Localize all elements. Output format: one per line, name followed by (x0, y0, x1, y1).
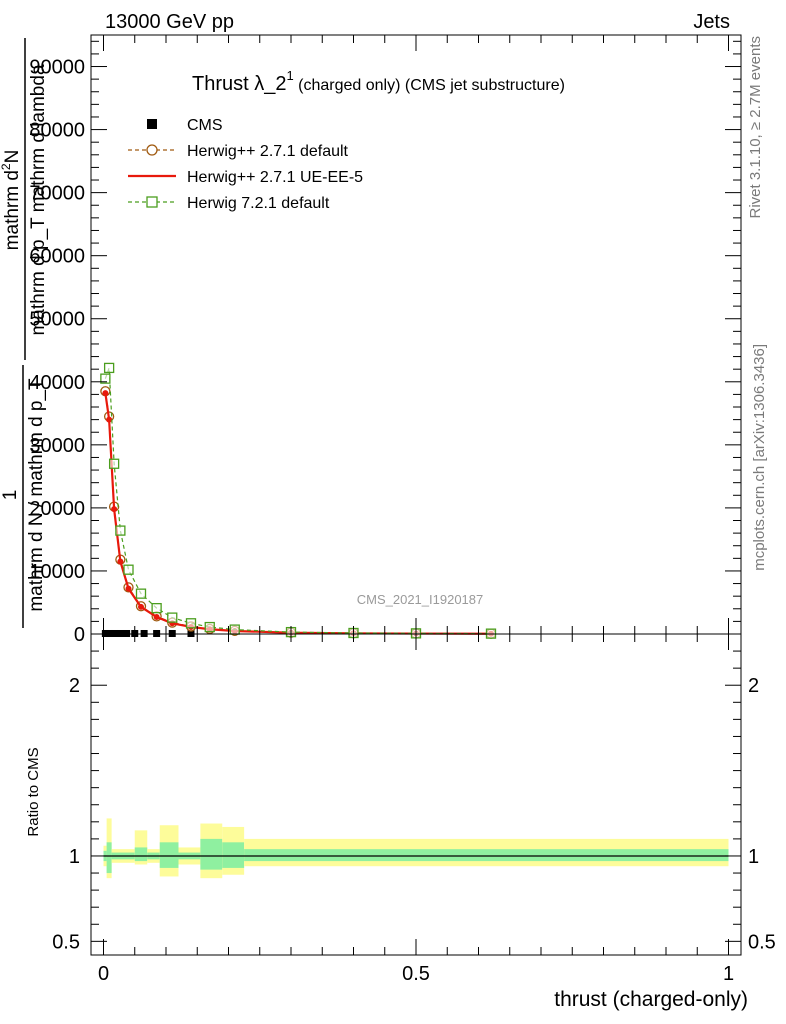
legend-entry-1: Herwig++ 2.7.1 default (128, 143, 349, 160)
ratio-plot-frame (90, 633, 742, 956)
legend-label: Herwig 7.2.1 default (187, 195, 330, 212)
herwig-ueee5-point (138, 603, 144, 610)
herwig7-point (135, 588, 147, 599)
ratio-y-tick-label-left: 1 (69, 846, 80, 868)
legend-marker-cms (147, 119, 157, 129)
legend-entry-2: Herwig++ 2.7.1 UE-EE-5 (128, 169, 363, 186)
ratio-bands (103, 818, 729, 879)
y-label-top-denominator: mathrm d p_T mathrm d lambda (28, 64, 49, 335)
main-y-tick-label: 90000 (29, 57, 85, 79)
herwig7-point (151, 602, 162, 614)
y-label-top-line1: mathrm d2N (0, 150, 23, 251)
main-y-tick-label: 40000 (29, 372, 85, 394)
x-tick-label: 0.5 (402, 963, 430, 985)
legend-marker-circle (146, 144, 158, 156)
analysis-watermark: CMS_2021_I1920187 (357, 592, 484, 607)
herwig-ueee5-point (102, 390, 109, 397)
ratio-band-green-7 (200, 838, 223, 870)
cms-data-point (168, 629, 176, 637)
cms-data-point (123, 629, 131, 637)
main-y-tick-label: 20000 (29, 498, 85, 520)
herwig7-point (229, 624, 240, 635)
herwig-ueee5-point (111, 506, 118, 513)
process-label: Jets (693, 11, 730, 33)
herwig7-point (108, 458, 120, 469)
ratio-band-green-8 (222, 842, 245, 868)
herwig7-point (185, 618, 197, 629)
cms-data-point (187, 629, 195, 637)
legend-label: CMS (187, 117, 223, 134)
ratio-y-axis-label: Ratio to CMS (25, 747, 42, 836)
herwig-ueee5-point (153, 613, 160, 620)
ratio-y-tick-label-right: 2 (748, 675, 759, 697)
ratio-y-tick-label-left: 0.5 (52, 931, 80, 953)
ratio-y-tick-label-left: 2 (69, 675, 80, 697)
legend-entry-0: CMS (147, 117, 223, 134)
main-y-tick-label: 0 (74, 624, 85, 646)
cms-data-point (111, 629, 119, 637)
cms-data-point (106, 629, 114, 637)
x-axis-label: thrust (charged-only) (554, 988, 748, 1011)
main-y-tick-label: 60000 (29, 246, 85, 268)
ratio-band-green-3 (134, 847, 148, 862)
herwig7-point (123, 564, 134, 575)
cms-data-point (140, 629, 148, 637)
energy-label: 13000 GeV pp (105, 11, 234, 33)
ratio-y-tick-label-right: 0.5 (748, 931, 776, 953)
y-axis-label: mathrm d2N mathrm d p_T mathrm d lambda … (0, 38, 49, 628)
cms-data-point (153, 629, 161, 637)
y-label-fraction-numerator: 1 (0, 490, 21, 501)
herwig-ueee5-point (106, 416, 113, 423)
main-y-tick-label: 80000 (29, 120, 85, 142)
x-tick-label: 1 (723, 963, 734, 985)
series-layer (100, 362, 497, 639)
cms-data-point (116, 629, 124, 637)
main-y-tick-label: 50000 (29, 309, 85, 331)
main-y-tick-label: 10000 (29, 561, 85, 583)
legend-label: Herwig++ 2.7.1 UE-EE-5 (187, 169, 363, 186)
mcplots-source-label: mcplots.cern.ch [arXiv:1306.3436] (751, 344, 768, 571)
y-label-fraction-denominator: mathrm d N / mathrm d p_T (26, 378, 47, 612)
main-y-tick-label: 70000 (29, 183, 85, 205)
axis-ticks: 0 0.5 1 0 10000 20000 30000 40000 50000 60000 7000… (29, 35, 776, 985)
herwig7-point (103, 362, 115, 374)
ratio-band-green-1 (106, 842, 112, 874)
legend-label: Herwig++ 2.7.1 default (187, 143, 349, 160)
legend-entry-3: Herwig 7.2.1 default (128, 195, 330, 212)
herwig7-point (204, 621, 215, 633)
chart-title: Thrust λ_21 (charged only) (CMS jet subs… (192, 68, 565, 95)
main-y-tick-label: 30000 (29, 435, 85, 457)
herwig7-point (100, 373, 111, 384)
herwig-ueee5-point (125, 585, 132, 592)
herwig-ueee5-point (117, 558, 124, 565)
x-tick-label: 0 (98, 963, 109, 985)
legend: CMS Herwig++ 2.7.1 default Herwig++ 2.7.1 … (128, 117, 363, 212)
cms-data-point (101, 629, 109, 637)
ratio-y-tick-label-right: 1 (748, 846, 759, 868)
herwig7-point (167, 612, 178, 623)
ratio-band-green-9 (244, 849, 729, 862)
herwig7-point (115, 525, 126, 536)
rivet-version-label: Rivet 3.1.10, ≥ 2.7M events (747, 36, 764, 219)
ratio-band-green-5 (159, 842, 179, 868)
legend-marker-square (146, 196, 158, 208)
